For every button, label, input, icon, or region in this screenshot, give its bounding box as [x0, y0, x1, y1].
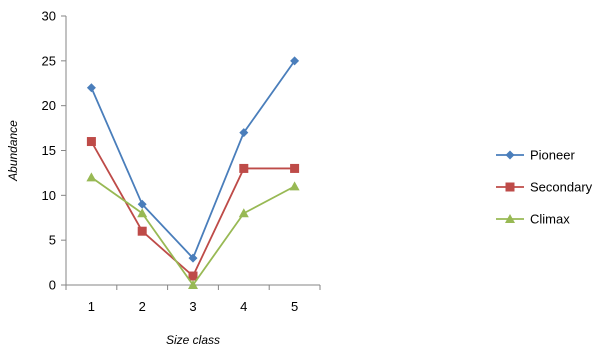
legend-label-pioneer: Pioneer — [530, 148, 575, 163]
legend-marker-pioneer — [505, 150, 515, 160]
data-point-climax — [289, 181, 300, 191]
legend-label-secondary: Secondary — [530, 180, 593, 195]
y-axis-ticks: 0 5 10 15 20 25 30 — [42, 9, 66, 293]
series-layer — [86, 56, 300, 289]
legend-marker-secondary — [505, 182, 515, 192]
y-tick-label: 10 — [42, 188, 56, 203]
legend-marker-climax — [505, 214, 515, 223]
series-line-pioneer — [90, 60, 296, 260]
y-tick-label: 25 — [42, 53, 56, 68]
legend-item-pioneer: Pioneer — [496, 148, 575, 163]
legend: Pioneer Secondary Climax — [496, 148, 593, 227]
x-axis-ticks: 1 2 3 4 5 — [65, 285, 321, 314]
x-tick-label: 2 — [139, 299, 146, 314]
data-point-pioneer — [137, 199, 147, 209]
data-point-secondary — [239, 163, 249, 173]
data-point-pioneer — [290, 56, 300, 66]
y-tick-label: 30 — [42, 9, 56, 24]
data-point-secondary — [290, 163, 300, 173]
y-tick-label: 5 — [49, 233, 56, 248]
y-tick-label: 20 — [42, 98, 56, 113]
data-point-pioneer — [86, 83, 96, 93]
data-point-pioneer — [188, 253, 198, 263]
x-tick-label: 5 — [291, 299, 298, 314]
data-point-pioneer — [239, 128, 249, 138]
x-tick-label: 4 — [240, 299, 247, 314]
x-axis-title: Size class — [166, 333, 220, 347]
x-tick-label: 3 — [189, 299, 196, 314]
series-climax — [86, 172, 300, 289]
data-point-secondary — [137, 226, 147, 236]
series-pioneer — [86, 56, 300, 263]
data-point-secondary — [188, 271, 198, 281]
y-tick-label: 0 — [49, 278, 56, 293]
legend-item-climax: Climax — [496, 212, 570, 227]
data-point-climax — [137, 208, 148, 218]
legend-item-secondary: Secondary — [496, 180, 593, 195]
y-tick-label: 15 — [42, 143, 56, 158]
data-point-climax — [238, 208, 249, 218]
axes: 0 5 10 15 20 25 30 1 2 3 4 5 — [42, 9, 321, 314]
data-point-climax — [86, 172, 97, 182]
x-tick-label: 1 — [88, 299, 95, 314]
data-point-climax — [188, 280, 198, 289]
data-point-secondary — [86, 137, 96, 147]
y-axis-title: Abundance — [6, 120, 20, 182]
legend-label-climax: Climax — [530, 212, 570, 227]
